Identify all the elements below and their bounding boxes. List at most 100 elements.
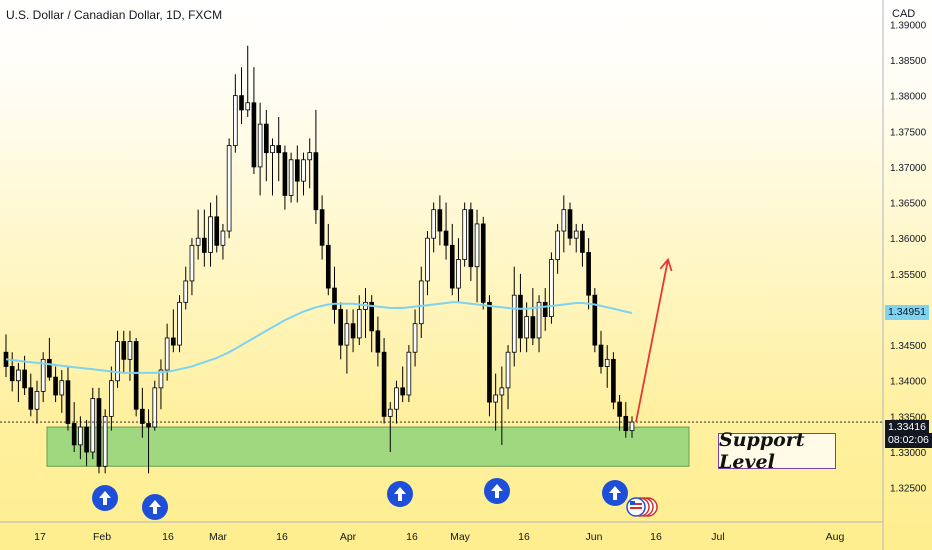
candle-body	[611, 358, 616, 403]
candle-body	[536, 301, 542, 339]
support-level-annotation[interactable]: Support Level	[718, 429, 836, 473]
candle-body	[294, 159, 300, 182]
candle-body	[369, 301, 375, 332]
time-tick-label: Mar	[209, 531, 228, 543]
candle-body	[158, 369, 164, 389]
up-arrow-marker[interactable]	[142, 494, 168, 520]
price-tick-label: 1.33000	[890, 448, 927, 459]
candle-body	[524, 316, 529, 339]
candle-body	[629, 421, 635, 432]
time-tick-label: 16	[406, 531, 418, 543]
up-arrow-marker[interactable]	[92, 485, 118, 511]
candle-body	[47, 358, 52, 378]
candle-body	[580, 230, 585, 253]
candle-body	[338, 309, 344, 346]
candle-body	[505, 351, 511, 389]
candle-body	[530, 316, 536, 339]
candle-body	[394, 387, 399, 410]
candle-body	[152, 387, 158, 428]
last-price-tag: 1.33416	[885, 420, 929, 435]
candle-body	[40, 358, 46, 392]
arrow-up-icon	[99, 491, 111, 505]
candle-body	[71, 423, 77, 446]
candle-body	[251, 102, 257, 168]
bar-countdown: 08:02:06	[885, 433, 932, 448]
candle-body	[121, 341, 127, 360]
candle-body	[443, 230, 449, 246]
price-tick-label: 1.35500	[890, 270, 927, 281]
arrow-up-icon	[149, 500, 161, 514]
candle-body	[164, 337, 170, 371]
up-arrow-marker[interactable]	[387, 481, 413, 507]
candle-body	[59, 380, 65, 396]
price-tick-label: 1.33500	[890, 412, 927, 423]
candle-body	[9, 366, 15, 382]
candle-body	[133, 341, 139, 410]
candle-body	[239, 95, 244, 111]
candle-body	[567, 209, 573, 239]
arrow-up-icon	[491, 484, 503, 498]
arrow-up-icon	[394, 487, 406, 501]
candle-body	[102, 415, 108, 467]
economic-event-flags-icon[interactable]	[626, 496, 660, 518]
time-tick-label: Jun	[586, 531, 603, 543]
candle-body	[555, 230, 560, 260]
candle-body	[573, 230, 579, 239]
candle-body	[53, 376, 58, 396]
candle-body	[65, 380, 71, 424]
candle-body	[468, 209, 474, 268]
price-tick-label: 1.34000	[890, 377, 927, 388]
candle-body	[171, 337, 176, 346]
candle-body	[356, 309, 362, 339]
candle-body	[623, 415, 629, 432]
candle-body	[344, 323, 350, 346]
candle-body	[208, 216, 213, 253]
price-tick-label: 1.37500	[890, 127, 927, 138]
time-tick-label: 16	[162, 531, 174, 543]
candle-body	[375, 330, 381, 353]
candle-body	[189, 244, 195, 282]
candle-body	[499, 387, 505, 396]
candle-body	[449, 244, 455, 289]
candle-body	[431, 209, 436, 239]
candle-body	[288, 159, 294, 196]
candle-body	[592, 294, 598, 346]
candle-body	[276, 145, 282, 154]
up-arrow-marker[interactable]	[484, 478, 510, 504]
time-tick-label: May	[450, 531, 471, 543]
price-tick-label: 1.38500	[890, 56, 927, 67]
candle-body	[381, 351, 387, 417]
candle-body	[127, 341, 133, 360]
currency-label: CAD	[892, 8, 916, 20]
time-tick-label: 16	[518, 531, 530, 543]
time-tick-label: 16	[276, 531, 288, 543]
candle-body	[350, 323, 356, 339]
price-tick-label: 1.32500	[890, 484, 927, 495]
up-arrow-marker[interactable]	[602, 480, 628, 506]
candle-body	[214, 216, 220, 246]
candle-body	[456, 259, 461, 289]
time-tick-label: Aug	[826, 531, 845, 543]
candle-body	[332, 287, 337, 310]
candle-body	[518, 294, 523, 339]
candle-body	[301, 159, 306, 182]
candle-body	[146, 423, 151, 428]
arrow-up-icon	[609, 486, 621, 500]
time-tick-label: Feb	[93, 531, 111, 543]
candle-body	[177, 301, 182, 346]
candle-body	[22, 369, 27, 389]
support-zone	[46, 426, 690, 467]
candle-body	[549, 259, 554, 317]
projection-arrow-head	[659, 257, 673, 272]
price-tick-label: 1.36500	[890, 199, 927, 210]
candle-body	[78, 426, 83, 446]
time-tick-label: 16	[650, 531, 662, 543]
candle-body	[16, 369, 21, 382]
candle-body	[319, 209, 325, 246]
candle-body	[474, 223, 480, 268]
candle-body	[115, 341, 120, 382]
candle-body	[140, 408, 145, 424]
candle-body	[425, 237, 430, 282]
candle-body	[598, 344, 604, 367]
